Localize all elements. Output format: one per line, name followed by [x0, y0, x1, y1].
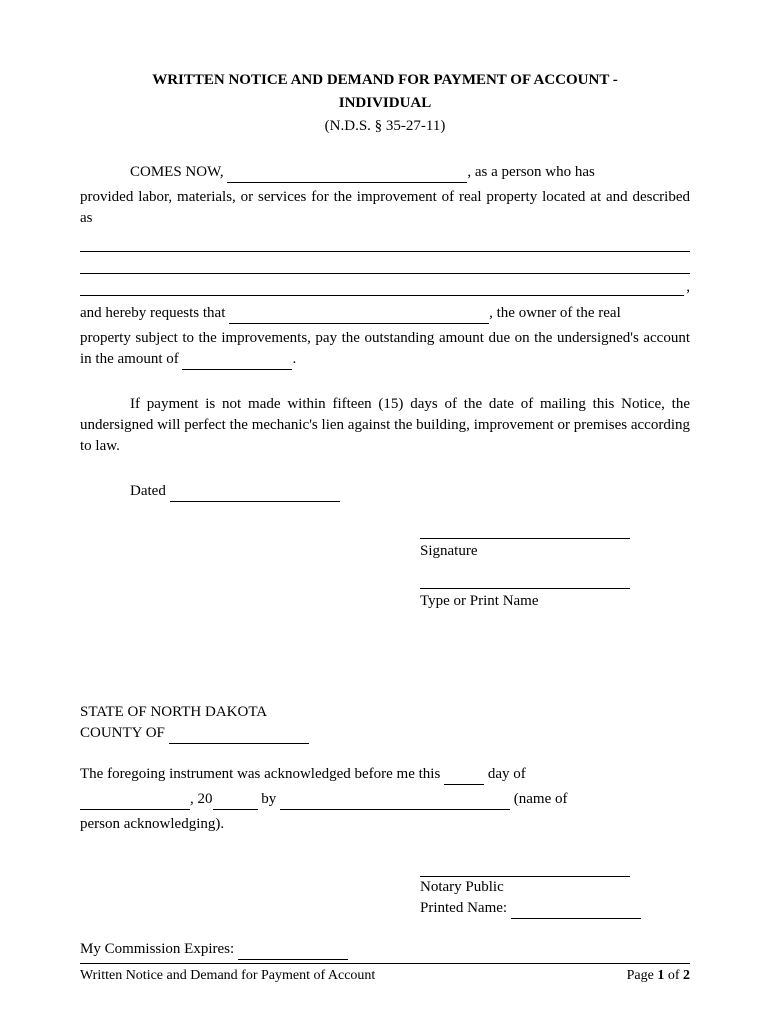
ack-dayof-text: day of — [484, 766, 526, 782]
footer-page-label: Page — [627, 968, 658, 983]
date-blank[interactable] — [170, 501, 340, 502]
ack-year-text: , 20 — [190, 791, 213, 807]
paragraph-1-continuation: provided labor, materials, or services f… — [80, 187, 690, 229]
footer-page-info: Page 1 of 2 — [627, 968, 690, 984]
state-line: STATE OF NORTH DAKOTA — [80, 702, 690, 723]
document-title-line2: INDIVIDUAL — [80, 93, 690, 114]
para2-mid-text: , the owner of the real — [489, 305, 621, 321]
comes-now-text: COMES NOW, — [130, 164, 227, 180]
footer-of-label: of — [664, 968, 683, 983]
property-description-line3-row: , — [80, 277, 690, 299]
property-description-line3[interactable] — [80, 277, 684, 296]
owner-name-blank[interactable] — [229, 323, 489, 324]
notary-signature-line[interactable] — [420, 860, 630, 877]
paragraph-3: If payment is not made within fifteen (1… — [80, 394, 690, 457]
notary-printed-name-blank[interactable] — [511, 918, 641, 919]
ack-month-blank[interactable] — [80, 809, 190, 810]
amount-blank[interactable] — [182, 369, 292, 370]
statute-reference: (N.D.S. § 35-27-11) — [80, 116, 690, 137]
dated-line: Dated — [80, 481, 690, 502]
commission-row: My Commission Expires: — [80, 939, 690, 960]
ack-name-blank[interactable] — [280, 809, 510, 810]
property-description-line1[interactable] — [80, 233, 690, 252]
signature-label: Signature — [420, 541, 690, 562]
para2-cont-text: property subject to the improvements, pa… — [80, 330, 690, 367]
commission-label: My Commission Expires: — [80, 941, 238, 957]
commission-date-blank[interactable] — [238, 959, 348, 960]
ack-prefix-text: The foregoing instrument was acknowledge… — [80, 766, 444, 782]
dated-label: Dated — [130, 483, 170, 499]
property-description-line2[interactable] — [80, 255, 690, 274]
print-name-label: Type or Print Name — [420, 591, 690, 612]
acknowledgment-line1: The foregoing instrument was acknowledge… — [80, 764, 690, 785]
hereby-requests-text: and hereby requests that — [80, 305, 229, 321]
ack-by-text: by — [258, 791, 281, 807]
document-title-line1: WRITTEN NOTICE AND DEMAND FOR PAYMENT OF… — [80, 70, 690, 91]
footer-title: Written Notice and Demand for Payment of… — [80, 968, 375, 984]
ack-nameof-text: (name of — [510, 791, 567, 807]
paragraph-1-line1: COMES NOW, , as a person who has — [80, 162, 690, 183]
printed-name-label: Printed Name: — [420, 900, 511, 916]
ack-day-blank[interactable] — [444, 784, 484, 785]
county-label: COUNTY OF — [80, 725, 169, 741]
notary-printed-name-row: Printed Name: — [420, 898, 690, 919]
notary-public-label: Notary Public — [420, 877, 690, 898]
footer-total-pages: 2 — [683, 968, 690, 983]
county-blank[interactable] — [169, 743, 309, 744]
para1-suffix-text: , as a person who has — [467, 164, 594, 180]
page-footer: Written Notice and Demand for Payment of… — [80, 963, 690, 984]
paragraph-2-continuation: property subject to the improvements, pa… — [80, 328, 690, 370]
signature-block: Signature Type or Print Name — [420, 522, 690, 612]
notary-block: Notary Public Printed Name: — [420, 860, 690, 919]
claimant-name-blank[interactable] — [227, 182, 467, 183]
print-name-line[interactable] — [420, 572, 630, 589]
paragraph-2-line1: and hereby requests that , the owner of … — [80, 303, 690, 324]
acknowledgment-suffix: person acknowledging). — [80, 814, 690, 835]
signature-line[interactable] — [420, 522, 630, 539]
county-line: COUNTY OF — [80, 723, 690, 744]
acknowledgment-line2: , 20 by (name of — [80, 789, 690, 810]
ack-year-blank[interactable] — [213, 809, 258, 810]
